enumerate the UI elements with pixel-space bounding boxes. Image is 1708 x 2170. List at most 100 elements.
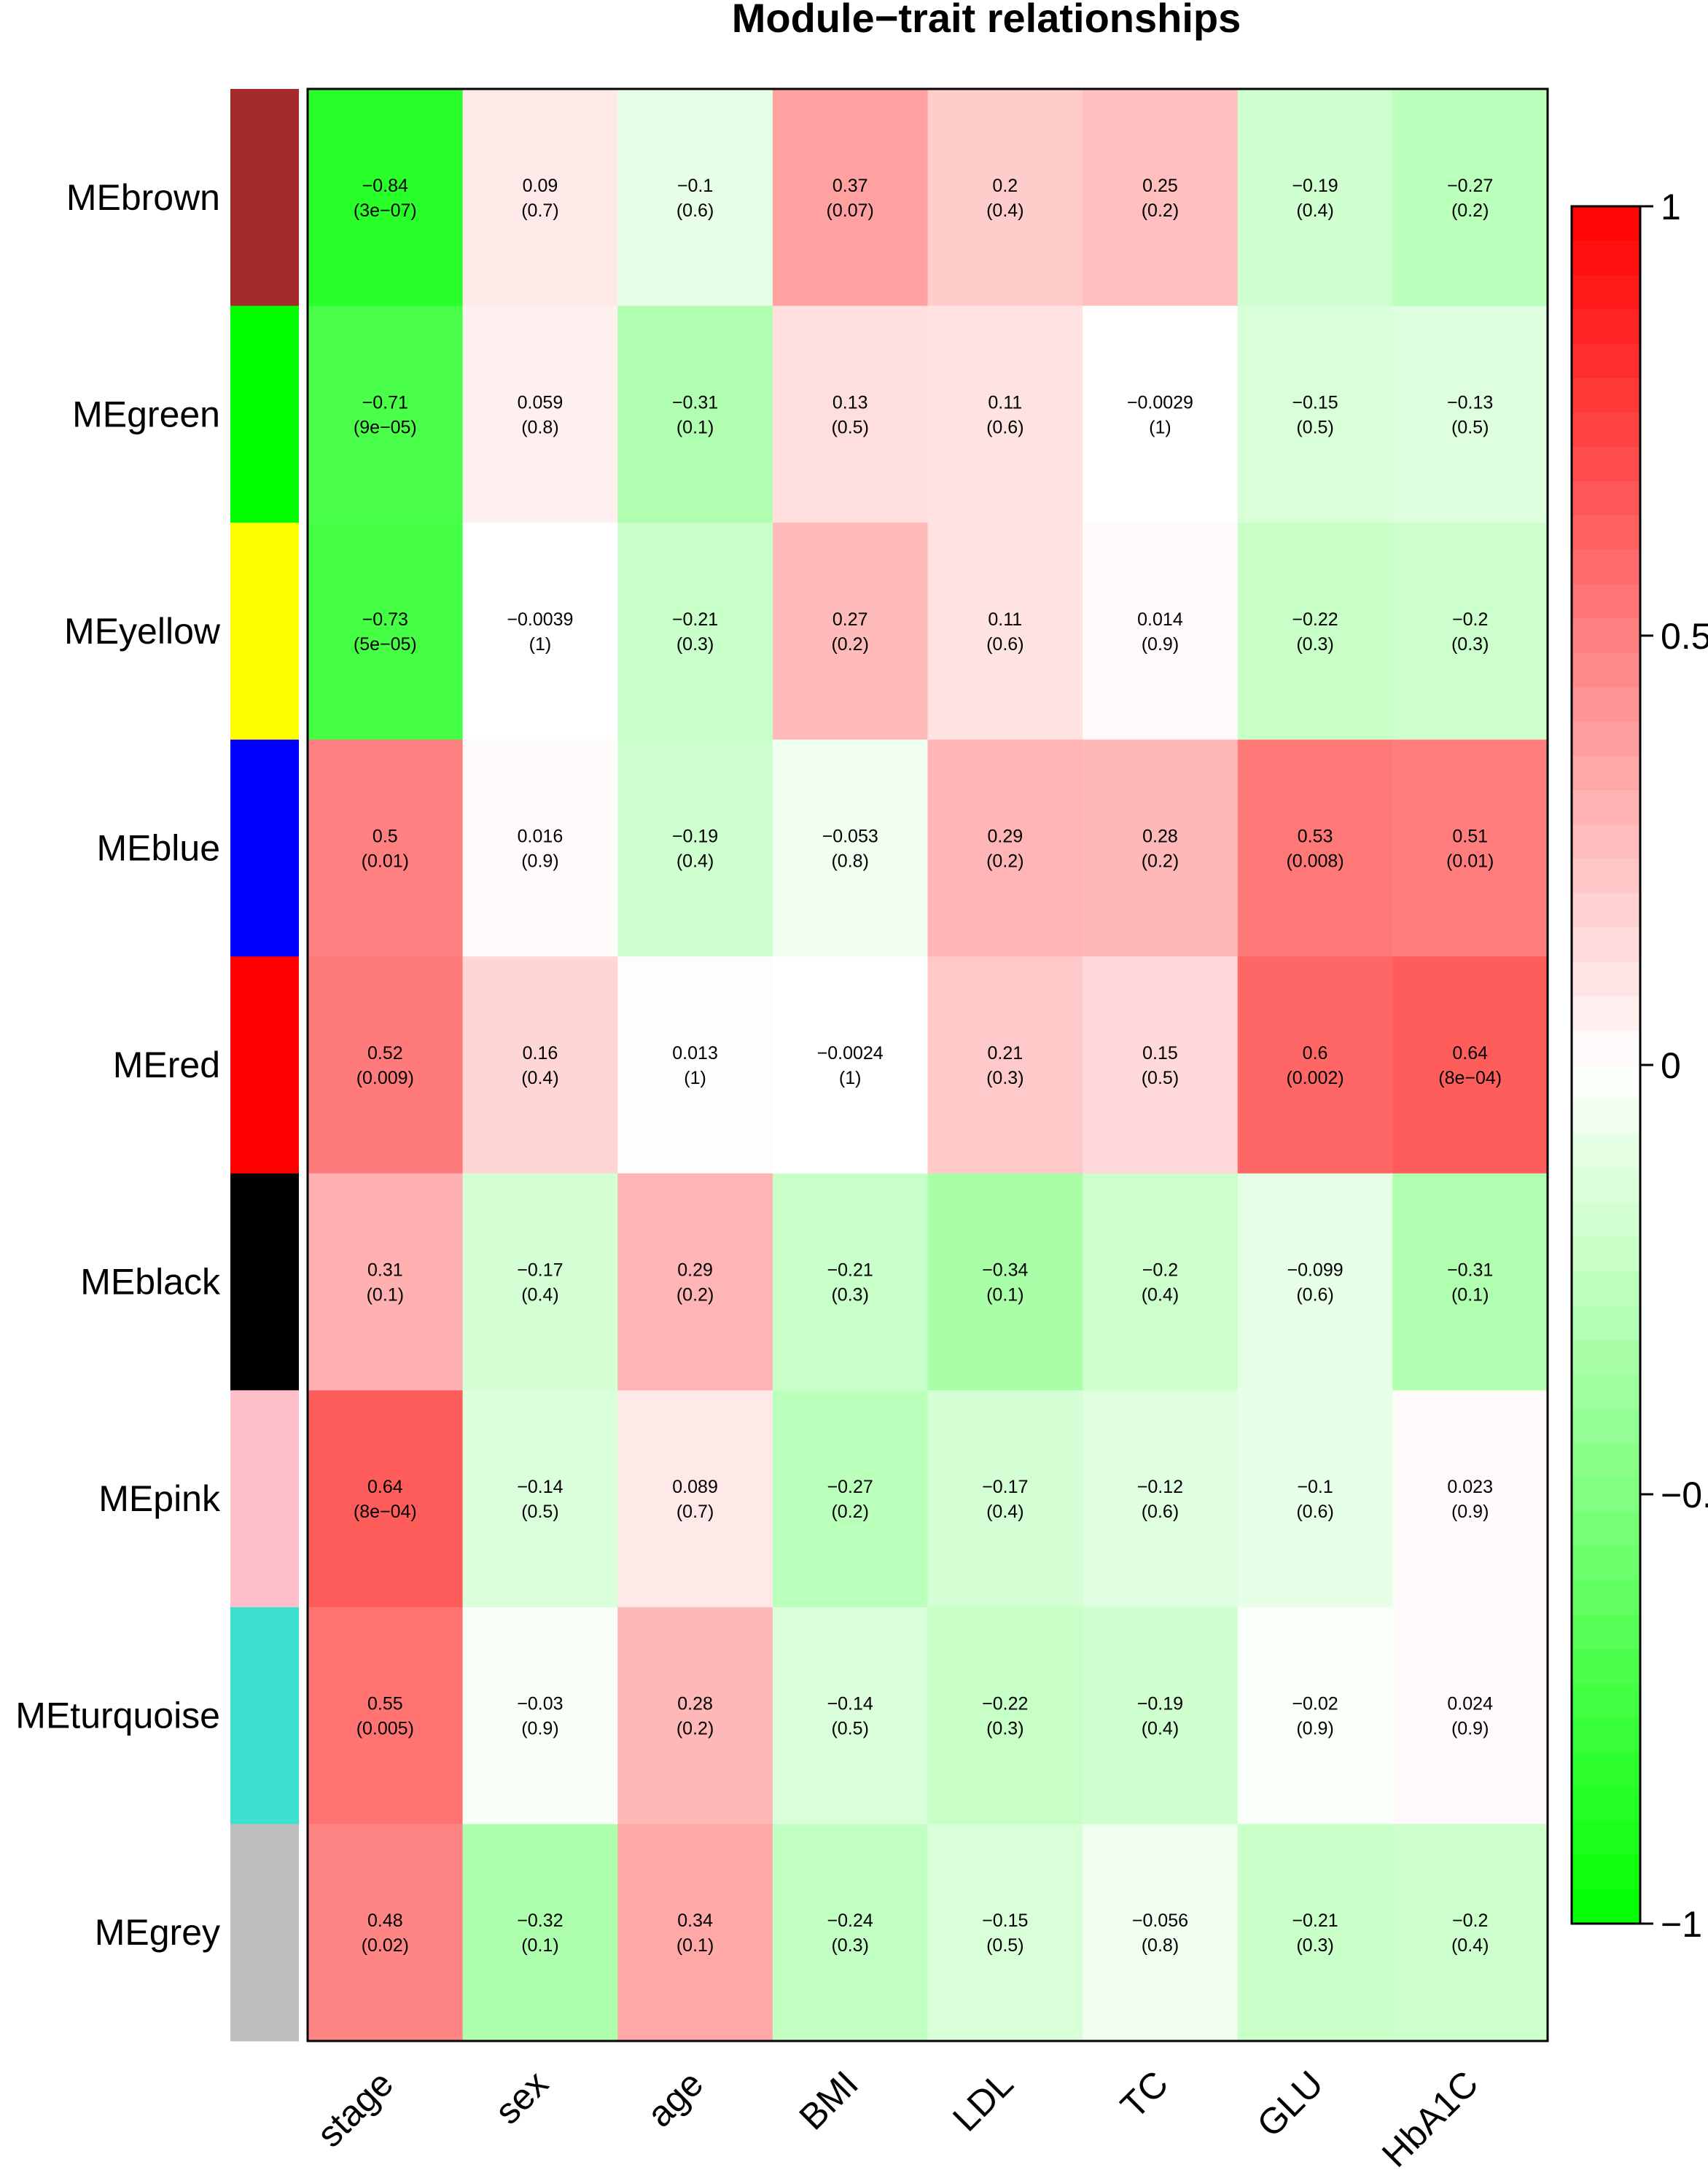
heatmap-border bbox=[306, 87, 1549, 2042]
row-swatch-MEyellow bbox=[230, 523, 299, 741]
heatmap-cell bbox=[1237, 1173, 1393, 1391]
cell-pvalue-label: (0.7) bbox=[521, 200, 558, 221]
cell-pvalue-label: (0.3) bbox=[831, 1935, 868, 1956]
cell-correlation-label: −0.14 bbox=[827, 1694, 873, 1714]
cell-pvalue-label: (0.5) bbox=[521, 1502, 558, 1522]
legend-color-step bbox=[1572, 550, 1640, 585]
cell-correlation-label: −0.17 bbox=[982, 1477, 1028, 1497]
cell-correlation-label: −0.32 bbox=[517, 1911, 563, 1931]
legend-color-step bbox=[1572, 584, 1640, 620]
cell-pvalue-label: (0.5) bbox=[1451, 417, 1489, 437]
heatmap-cell bbox=[1392, 305, 1548, 523]
cell-pvalue-label: (0.6) bbox=[986, 417, 1023, 437]
heatmap-cell bbox=[1392, 1390, 1548, 1608]
cell-pvalue-label: (0.3) bbox=[986, 1068, 1023, 1088]
cell-pvalue-label: (0.8) bbox=[1142, 1935, 1179, 1956]
legend-color-step bbox=[1572, 755, 1640, 791]
cell-pvalue-label: (0.2) bbox=[831, 634, 868, 655]
legend-tick-label: 0.5 bbox=[1661, 616, 1708, 657]
cell-correlation-label: −0.22 bbox=[1292, 609, 1338, 630]
legend-color-step bbox=[1572, 1133, 1640, 1168]
cell-pvalue-label: (0.02) bbox=[362, 1935, 409, 1956]
cell-correlation-label: −0.1 bbox=[677, 176, 713, 196]
heatmap-cell bbox=[462, 956, 618, 1174]
row-label-MEred: MEred bbox=[113, 1045, 220, 1085]
row-label-MEbrown: MEbrown bbox=[66, 177, 220, 218]
heatmap-cell bbox=[772, 305, 929, 523]
cell-pvalue-label: (0.4) bbox=[986, 1502, 1023, 1522]
legend-color-step bbox=[1572, 1477, 1640, 1513]
legend-color-step bbox=[1572, 927, 1640, 963]
cell-correlation-label: 0.34 bbox=[677, 1911, 713, 1931]
legend-color-step bbox=[1572, 1065, 1640, 1100]
legend-color-step bbox=[1572, 241, 1640, 276]
heatmap-cell bbox=[462, 1607, 618, 1825]
cell-correlation-label: 0.13 bbox=[832, 392, 868, 413]
cell-pvalue-label: (0.3) bbox=[1296, 634, 1333, 655]
heatmap-cell bbox=[1237, 1607, 1393, 1825]
legend-color-step bbox=[1572, 1408, 1640, 1443]
legend-color-step bbox=[1572, 1099, 1640, 1134]
column-label-GLU: GLU bbox=[1249, 2063, 1331, 2144]
cell-correlation-label: 0.09 bbox=[523, 176, 558, 196]
cell-pvalue-label: (0.009) bbox=[356, 1068, 414, 1088]
column-label-sex: sex bbox=[487, 2063, 556, 2132]
heatmap-cell bbox=[927, 523, 1083, 741]
heatmap-cell bbox=[462, 1824, 618, 2042]
heatmap-cell bbox=[1083, 305, 1239, 523]
legend-color-step bbox=[1572, 1889, 1640, 1924]
cell-correlation-label: 0.53 bbox=[1298, 826, 1333, 846]
cell-correlation-label: 0.014 bbox=[1137, 609, 1183, 630]
cell-pvalue-label: (0.1) bbox=[676, 1935, 714, 1956]
cell-pvalue-label: (0.005) bbox=[356, 1719, 414, 1739]
cell-correlation-label: −0.12 bbox=[1137, 1477, 1183, 1497]
cell-correlation-label: 0.52 bbox=[367, 1043, 403, 1063]
cell-correlation-label: 0.27 bbox=[832, 609, 868, 630]
cell-correlation-label: −0.15 bbox=[1292, 392, 1338, 413]
cell-correlation-label: 0.024 bbox=[1447, 1694, 1493, 1714]
legend-color-step bbox=[1572, 1820, 1640, 1856]
legend-color-step bbox=[1572, 515, 1640, 550]
cell-correlation-label: −0.71 bbox=[362, 392, 408, 413]
row-swatch-MEred bbox=[230, 956, 299, 1174]
cell-correlation-label: 0.059 bbox=[518, 392, 564, 413]
heatmap-cell bbox=[772, 1173, 929, 1391]
cell-correlation-label: −0.27 bbox=[1447, 176, 1493, 196]
heatmap-cell-labels: −0.84 (3e−07) 0.09 (0.7) −0.1 (0.6) 0.37 (0.07)… bbox=[354, 176, 1502, 1956]
cell-correlation-label: 0.64 bbox=[1452, 1043, 1488, 1063]
cell-pvalue-label: (8e−04) bbox=[1438, 1068, 1502, 1088]
heatmap-cell bbox=[927, 956, 1083, 1174]
cell-pvalue-label: (0.6) bbox=[1296, 1502, 1333, 1522]
row-swatch-MEturquoise bbox=[230, 1607, 299, 1824]
cell-correlation-label: 0.16 bbox=[523, 1043, 558, 1063]
cell-pvalue-label: (0.1) bbox=[676, 417, 714, 437]
cell-pvalue-label: (0.4) bbox=[1142, 1285, 1179, 1305]
legend-color-step bbox=[1572, 1305, 1640, 1340]
legend-color-step bbox=[1572, 1854, 1640, 1890]
legend-color-step bbox=[1572, 1271, 1640, 1306]
heatmap-cell bbox=[1237, 739, 1393, 957]
cell-correlation-label: −0.099 bbox=[1287, 1260, 1343, 1281]
heatmap-cell bbox=[617, 89, 773, 307]
row-label-MEyellow: MEyellow bbox=[64, 611, 221, 652]
row-label-MEpink: MEpink bbox=[98, 1478, 221, 1519]
cell-pvalue-label: (0.2) bbox=[1142, 851, 1179, 871]
heatmap-cell bbox=[1237, 305, 1393, 523]
cell-correlation-label: 0.11 bbox=[988, 609, 1022, 630]
cell-pvalue-label: (0.7) bbox=[676, 1502, 714, 1522]
cell-correlation-label: −0.34 bbox=[982, 1260, 1028, 1281]
cell-pvalue-label: (0.9) bbox=[1451, 1502, 1489, 1522]
cell-pvalue-label: (0.3) bbox=[831, 1285, 868, 1305]
legend-color-step bbox=[1572, 412, 1640, 448]
heatmap-cell bbox=[617, 956, 773, 1174]
heatmap-cell bbox=[1083, 1173, 1239, 1391]
cell-pvalue-label: (0.5) bbox=[831, 417, 868, 437]
legend-color-step bbox=[1572, 1030, 1640, 1066]
cell-pvalue-label: (0.07) bbox=[827, 200, 874, 221]
legend-color-step bbox=[1572, 790, 1640, 825]
cell-pvalue-label: (0.2) bbox=[831, 1502, 868, 1522]
cell-correlation-label: 0.28 bbox=[1142, 826, 1178, 846]
cell-correlation-label: 0.089 bbox=[672, 1477, 718, 1497]
heatmap-cell bbox=[1392, 1824, 1548, 2042]
cell-pvalue-label: (0.4) bbox=[1142, 1719, 1179, 1739]
